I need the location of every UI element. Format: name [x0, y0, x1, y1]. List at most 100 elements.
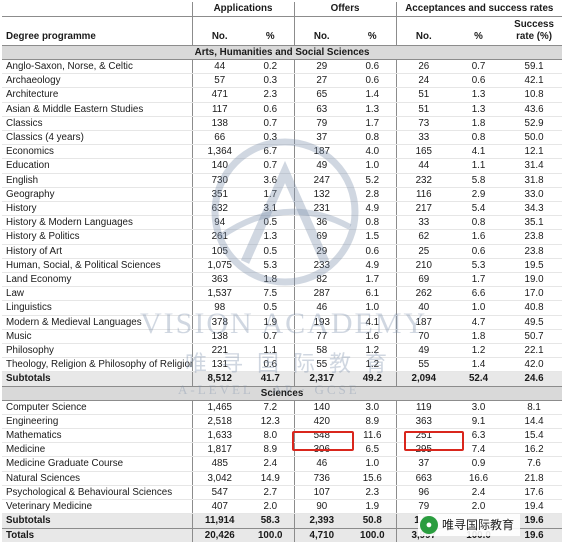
value-cell: 10.8 [506, 87, 563, 103]
value-cell: 8.9 [349, 414, 397, 430]
table-row: Anglo-Saxon, Norse, & Celtic 44 0.2 29 0.6 26… [2, 59, 563, 75]
value-cell: 11.6 [349, 428, 397, 444]
value-cell: 1.0 [349, 158, 397, 174]
value-cell: 12.1 [506, 144, 563, 160]
degree-cell: Mathematics [2, 428, 192, 444]
value-cell: 4.9 [349, 258, 397, 274]
value-cell: 1,633 [191, 428, 247, 444]
degree-cell: Subtotals [2, 371, 192, 387]
value-cell: 0.2 [247, 59, 295, 75]
value-cell: 70 [395, 329, 452, 345]
value-cell: 0.8 [451, 215, 507, 231]
value-cell: 2.7 [247, 485, 295, 501]
value-cell: 116 [395, 187, 452, 203]
section-header: Sciences [2, 385, 563, 401]
value-cell: 19.6 [506, 527, 563, 542]
value-cell: 1.5 [349, 229, 397, 245]
value-cell: 5.3 [451, 258, 507, 274]
value-cell: 51 [395, 87, 452, 103]
value-cell: 33 [395, 130, 452, 146]
value-cell: 2,094 [395, 371, 452, 387]
value-cell: 19.5 [506, 258, 563, 274]
value-cell: 663 [395, 471, 452, 486]
table-row: Computer Science 1,465 7.2 140 3.0 119 3.0 8.1 [2, 400, 563, 415]
degree-cell: Classics [2, 116, 192, 132]
value-cell: 3.0 [349, 400, 397, 415]
value-cell: 12.3 [247, 414, 295, 430]
table-row: Geography 351 1.7 132 2.8 116 2.9 33.0 [2, 187, 563, 203]
value-cell: 0.6 [349, 244, 397, 259]
subtotal-row: Subtotals 8,512 41.7 2,317 49.2 2,094 52.4 24.6 [2, 371, 563, 387]
value-cell: 42.1 [506, 73, 563, 89]
degree-cell: Education [2, 158, 192, 174]
value-cell: 55 [395, 357, 452, 373]
value-cell: 1.3 [451, 87, 507, 103]
value-cell: 14.4 [506, 414, 563, 430]
value-cell: 52.4 [451, 371, 507, 387]
value-cell: 6.1 [349, 286, 397, 302]
value-cell: 0.5 [247, 300, 295, 316]
value-cell: 6.5 [349, 442, 397, 458]
degree-cell: Anglo-Saxon, Norse, & Celtic [2, 59, 192, 75]
value-cell: 1.3 [451, 102, 507, 117]
degree-cell: Geography [2, 187, 192, 203]
value-cell: 37 [293, 130, 350, 146]
table-row: History & Politics 261 1.3 69 1.5 62 1.6 23.8 [2, 229, 563, 245]
value-cell: 1.3 [247, 229, 295, 245]
table-row: Psychological & Behavioural Sciences 547 2… [2, 485, 563, 501]
value-cell: 0.8 [349, 215, 397, 231]
value-cell: 547 [191, 485, 247, 501]
value-cell: 1.8 [451, 329, 507, 345]
value-cell: 2.3 [247, 87, 295, 103]
value-cell: 35.1 [506, 215, 563, 231]
value-cell: 231 [293, 201, 350, 217]
degree-cell: Archaeology [2, 73, 192, 89]
table-row: Classics 138 0.7 79 1.7 73 1.8 52.9 [2, 116, 563, 132]
value-cell: 5.3 [247, 258, 295, 274]
value-cell: 46 [293, 456, 350, 472]
value-cell: 23.8 [506, 244, 563, 259]
value-cell: 8.0 [247, 428, 295, 444]
table-row: History 632 3.1 231 4.9 217 5.4 34.3 [2, 201, 563, 217]
acc-pct-header: % [474, 31, 483, 42]
value-cell: 57 [191, 73, 247, 89]
value-cell: 37 [395, 456, 452, 472]
value-cell: 0.9 [451, 456, 507, 472]
degree-cell: Natural Sciences [2, 471, 192, 486]
value-cell: 7.2 [247, 400, 295, 415]
value-cell: 90 [293, 499, 350, 515]
value-cell: 233 [293, 258, 350, 274]
value-cell: 0.8 [349, 130, 397, 146]
degree-header: Degree programme [6, 31, 96, 42]
degree-cell: Asian & Middle Eastern Studies [2, 102, 192, 117]
value-cell: 77 [293, 329, 350, 345]
value-cell: 0.6 [349, 73, 397, 89]
value-cell: 2.4 [247, 456, 295, 472]
value-cell: 8.1 [506, 400, 563, 415]
value-cell: 19.6 [506, 513, 563, 529]
value-cell: 210 [395, 258, 452, 274]
section-header: Arts, Humanities and Social Sciences [2, 45, 563, 60]
value-cell: 31.8 [506, 173, 563, 188]
value-cell: 58.3 [247, 513, 295, 529]
degree-cell: History & Politics [2, 229, 192, 245]
value-cell: 49.5 [506, 315, 563, 330]
value-cell: 187 [293, 144, 350, 160]
value-cell: 119 [395, 400, 452, 415]
value-cell: 2.9 [451, 187, 507, 203]
value-cell: 193 [293, 315, 350, 330]
value-cell: 8,512 [191, 371, 247, 387]
value-cell: 17.0 [506, 286, 563, 302]
value-cell: 407 [191, 499, 247, 515]
table-row: Engineering 2,518 12.3 420 8.9 363 9.1 14.4 [2, 414, 563, 430]
table-row: History & Modern Languages 94 0.5 36 0.8 33 0.… [2, 215, 563, 231]
table-row: Mathematics 1,633 8.0 548 11.6 251 6.3 15.4 [2, 428, 563, 444]
value-cell: 44 [395, 158, 452, 174]
value-cell: 107 [293, 485, 350, 501]
value-cell: 50.0 [506, 130, 563, 146]
value-cell: 0.6 [451, 73, 507, 89]
value-cell: 22.1 [506, 343, 563, 359]
degree-cell: History of Art [2, 244, 192, 259]
degree-cell: Law [2, 286, 192, 302]
off-no-header: No. [293, 16, 350, 46]
